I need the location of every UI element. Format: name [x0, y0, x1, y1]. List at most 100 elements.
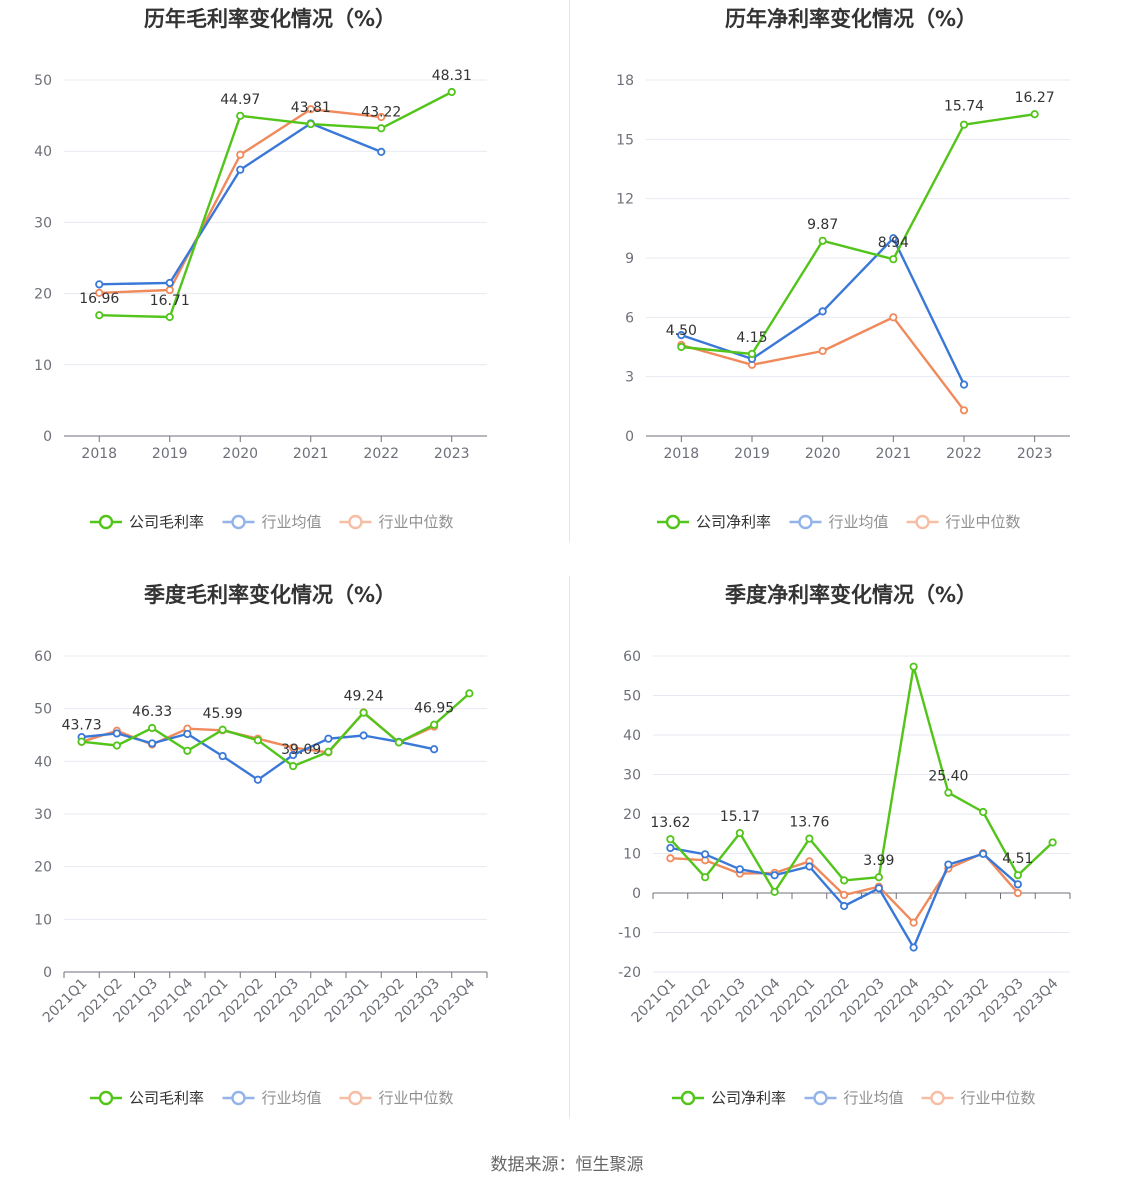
data-point-industry_avg[interactable]	[701, 850, 710, 859]
data-point-industry_avg[interactable]	[430, 745, 439, 754]
data-point-industry_avg[interactable]	[909, 943, 918, 952]
legend-item-company[interactable]: 公司毛利率	[90, 1089, 204, 1107]
legend-item-industry_avg[interactable]: 行业均值	[222, 513, 322, 531]
data-point-industry_avg[interactable]	[889, 234, 898, 243]
legend-item-industry_median[interactable]: 行业中位数	[339, 513, 454, 531]
data-point-industry_median[interactable]	[306, 105, 315, 114]
data-point-industry_median[interactable]	[909, 918, 918, 927]
legend-label: 行业均值	[262, 513, 322, 531]
data-point-company[interactable]	[359, 708, 368, 717]
data-point-industry_avg[interactable]	[165, 278, 174, 288]
data-point-industry_median[interactable]	[666, 854, 675, 863]
legend-item-industry_avg[interactable]: 行业均值	[804, 1089, 904, 1107]
data-point-industry_avg[interactable]	[148, 739, 157, 748]
legend-item-company[interactable]: 公司毛利率	[90, 513, 204, 531]
data-point-company[interactable]	[1030, 110, 1039, 119]
data-point-company[interactable]	[77, 737, 86, 746]
data-point-company[interactable]	[805, 834, 814, 843]
data-point-company[interactable]	[747, 349, 757, 359]
data-point-company[interactable]	[874, 873, 883, 882]
data-point-company[interactable]	[818, 236, 827, 245]
data-point-company[interactable]	[465, 689, 474, 698]
data-point-industry_avg[interactable]	[959, 380, 969, 389]
data-point-company[interactable]	[394, 738, 403, 747]
data-point-company[interactable]	[701, 873, 710, 882]
data-point-company[interactable]	[95, 311, 104, 320]
data-point-industry_avg[interactable]	[253, 775, 262, 784]
data-point-industry_avg[interactable]	[218, 751, 227, 761]
data-point-industry_avg[interactable]	[818, 307, 827, 316]
data-point-company[interactable]	[840, 876, 849, 885]
data-point-industry_avg[interactable]	[112, 729, 121, 738]
data-label: 44.97	[220, 92, 260, 108]
data-point-industry_avg[interactable]	[805, 862, 814, 871]
data-point-industry_median[interactable]	[959, 406, 969, 415]
data-point-industry_median[interactable]	[377, 112, 386, 122]
data-point-company[interactable]	[112, 741, 121, 750]
data-point-company[interactable]	[909, 662, 918, 671]
data-point-company[interactable]	[735, 828, 744, 838]
data-point-company[interactable]	[677, 342, 686, 352]
y-tick-label: 40	[34, 754, 52, 770]
data-point-industry_avg[interactable]	[735, 865, 744, 874]
data-point-industry_avg[interactable]	[677, 331, 686, 340]
data-point-industry_median[interactable]	[95, 288, 104, 297]
legend-marker	[680, 1090, 696, 1106]
legend-item-industry_median[interactable]: 行业中位数	[906, 513, 1021, 531]
data-point-company[interactable]	[959, 120, 969, 129]
data-point-company[interactable]	[377, 124, 386, 133]
legend-item-company[interactable]: 公司净利率	[657, 513, 771, 531]
data-point-company[interactable]	[289, 762, 298, 771]
data-point-company[interactable]	[1048, 838, 1057, 847]
data-label: 46.95	[414, 701, 454, 717]
data-point-industry_avg[interactable]	[1013, 880, 1022, 889]
data-point-company[interactable]	[666, 835, 675, 844]
data-point-industry_avg[interactable]	[359, 731, 368, 740]
data-point-company[interactable]	[253, 736, 262, 745]
data-point-company[interactable]	[447, 87, 456, 97]
data-point-industry_avg[interactable]	[840, 901, 849, 911]
y-tick-label: 0	[625, 429, 634, 445]
data-point-industry_avg[interactable]	[95, 280, 104, 289]
data-point-industry_avg[interactable]	[944, 860, 953, 869]
data-point-industry_avg[interactable]	[770, 871, 779, 880]
data-point-company[interactable]	[944, 788, 953, 797]
data-point-industry_avg[interactable]	[236, 165, 245, 174]
data-point-industry_median[interactable]	[289, 743, 298, 752]
data-point-company[interactable]	[183, 746, 192, 755]
data-point-industry_median[interactable]	[840, 890, 849, 900]
legend-item-company[interactable]: 公司净利率	[672, 1089, 786, 1107]
legend-item-industry_median[interactable]: 行业中位数	[921, 1089, 1036, 1107]
data-point-industry_avg[interactable]	[666, 843, 675, 853]
data-point-company[interactable]	[770, 887, 779, 896]
data-point-company[interactable]	[324, 747, 333, 756]
data-point-industry_avg[interactable]	[874, 884, 883, 893]
data-point-industry_median[interactable]	[818, 346, 827, 356]
data-point-company[interactable]	[1013, 871, 1022, 880]
legend-label: 行业中位数	[946, 513, 1021, 531]
data-point-company[interactable]	[165, 312, 174, 322]
data-point-industry_median[interactable]	[236, 150, 245, 159]
data-point-company[interactable]	[979, 807, 988, 817]
data-point-industry_avg[interactable]	[183, 729, 192, 739]
legend-item-industry_avg[interactable]: 行业均值	[222, 1089, 322, 1107]
data-label: 48.31	[432, 68, 472, 84]
legend-item-industry_median[interactable]: 行业中位数	[339, 1089, 454, 1107]
data-point-industry_median[interactable]	[1013, 888, 1022, 898]
data-point-industry_avg[interactable]	[377, 147, 386, 157]
data-point-company[interactable]	[236, 111, 245, 120]
data-point-company[interactable]	[430, 720, 439, 729]
data-point-company[interactable]	[306, 119, 315, 129]
data-point-industry_avg[interactable]	[979, 849, 988, 858]
data-point-industry_median[interactable]	[889, 313, 898, 322]
legend-item-industry_avg[interactable]: 行业均值	[789, 513, 889, 531]
y-tick-label: 50	[34, 702, 52, 718]
data-point-company[interactable]	[218, 725, 227, 734]
data-point-company[interactable]	[889, 255, 898, 264]
data-point-company[interactable]	[148, 723, 157, 733]
data-point-industry_avg[interactable]	[289, 750, 298, 760]
data-point-industry_avg[interactable]	[324, 734, 333, 743]
legend-marker	[798, 514, 813, 530]
data-label: 4.51	[1002, 851, 1033, 867]
y-tick-label: 40	[34, 144, 52, 160]
